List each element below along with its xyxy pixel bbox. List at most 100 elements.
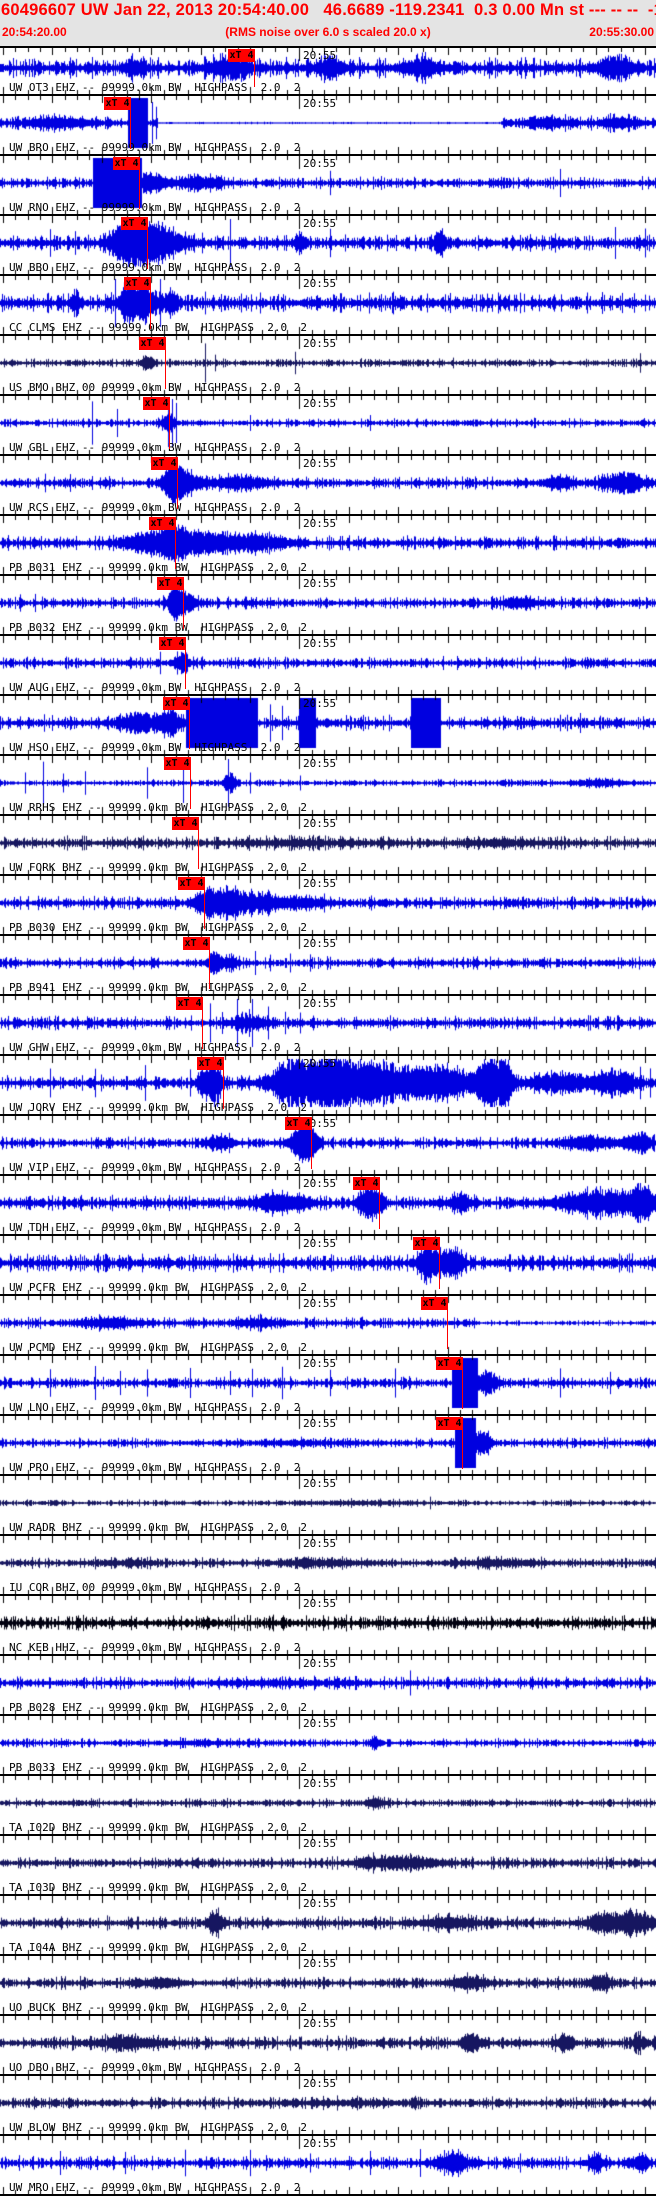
- window-start-time: 20:54:20.00: [2, 25, 67, 39]
- minute-tick-label: 20:55: [303, 1897, 337, 1910]
- pick-flag[interactable]: xT 4: [413, 1237, 440, 1250]
- waveform[interactable]: [0, 1536, 656, 1594]
- trace-row: 20:55 PB B941 EHZ -- 99999.0km BW HIGHPA…: [0, 936, 656, 996]
- pick-flag[interactable]: xT 4: [436, 1357, 463, 1370]
- seismogram-rows: 20:55 UW OT3 EHZ -- 99999.0km BW HIGHPAS…: [0, 46, 656, 2196]
- waveform[interactable]: [0, 2016, 656, 2074]
- pick-flag[interactable]: xT 4: [151, 457, 178, 470]
- minute-tick-label: 20:55: [303, 1657, 337, 1670]
- waveform[interactable]: [0, 456, 656, 514]
- waveform[interactable]: [0, 216, 656, 274]
- pick-flag[interactable]: xT 4: [285, 1117, 312, 1130]
- station-label: UW RRHS EHZ -- 99999.0km BW HIGHPASS 2.0…: [9, 801, 308, 814]
- waveform[interactable]: [0, 816, 656, 874]
- waveform[interactable]: [0, 1596, 656, 1654]
- station-label: UW RCS EHZ -- 99999.0km BW HIGHPASS 2.0 …: [9, 501, 301, 514]
- minute-tick-label: 20:55: [303, 217, 337, 230]
- waveform[interactable]: [0, 936, 656, 994]
- minute-tick-label: 20:55: [303, 1057, 337, 1070]
- minute-tick-label: 20:55: [303, 1297, 337, 1310]
- station-label: PB B941 EHZ -- 99999.0km BW HIGHPASS 2.0…: [9, 981, 308, 994]
- waveform[interactable]: [0, 1056, 656, 1114]
- waveform[interactable]: [0, 1716, 656, 1774]
- station-label: PB B032 EHZ -- 99999.0km BW HIGHPASS 2.0…: [9, 621, 308, 634]
- pick-flag[interactable]: xT 4: [149, 517, 176, 530]
- pick-flag[interactable]: xT 4: [157, 577, 184, 590]
- station-label: UW TDH EHZ -- 99999.0km BW HIGHPASS 2.0 …: [9, 1221, 301, 1234]
- pick-flag[interactable]: xT 4: [178, 877, 205, 890]
- station-label: UW BLOW BHZ -- 99999.0km BW HIGHPASS 2.0…: [9, 2121, 308, 2134]
- station-label: TA I03D BHZ -- 99999.0km BW HIGHPASS 2.0…: [9, 1881, 308, 1894]
- pick-flag[interactable]: xT 4: [353, 1177, 380, 1190]
- waveform[interactable]: [0, 1836, 656, 1894]
- pick-time-line: [183, 590, 184, 629]
- event-title: 60496607 UW Jan 22, 2013 20:54:40.00 46.…: [1, 1, 656, 19]
- pick-flag[interactable]: xT 4: [172, 817, 199, 830]
- waveform[interactable]: [0, 756, 656, 814]
- pick-time-line: [311, 1130, 312, 1169]
- minute-tick-label: 20:55: [303, 1597, 337, 1610]
- waveform[interactable]: [0, 1656, 656, 1714]
- trace-row: 20:55 IU COR BHZ 00 99999.0km BW HIGHPAS…: [0, 1536, 656, 1596]
- pick-flag[interactable]: xT 4: [421, 1297, 448, 1310]
- pick-flag[interactable]: xT 4: [121, 217, 148, 230]
- waveform[interactable]: [0, 336, 656, 394]
- waveform[interactable]: [0, 1956, 656, 2014]
- waveform[interactable]: [0, 1296, 656, 1354]
- pick-flag[interactable]: xT 4: [228, 49, 255, 62]
- waveform[interactable]: [0, 516, 656, 574]
- station-label: UW RADR BHZ -- 99999.0km BW HIGHPASS 2.0…: [9, 1521, 308, 1534]
- pick-flag[interactable]: xT 4: [124, 277, 151, 290]
- waveform[interactable]: [0, 876, 656, 934]
- pick-flag[interactable]: xT 4: [164, 757, 191, 770]
- pick-time-line: [379, 1190, 380, 1229]
- waveform[interactable]: [0, 2136, 656, 2194]
- pick-flag[interactable]: xT 4: [113, 157, 140, 170]
- waveform[interactable]: [0, 1776, 656, 1834]
- trace-row: 20:55 PB B032 EHZ -- 99999.0km BW HIGHPA…: [0, 576, 656, 636]
- pick-time-line: [462, 1370, 463, 1409]
- waveform[interactable]: [0, 1416, 656, 1474]
- minute-tick-label: 20:55: [303, 337, 337, 350]
- waveform[interactable]: [0, 696, 656, 754]
- pick-flag[interactable]: xT 4: [143, 397, 170, 410]
- pick-time-line: [202, 1010, 203, 1049]
- waveform[interactable]: [0, 1236, 656, 1294]
- waveform[interactable]: [0, 636, 656, 694]
- waveform[interactable]: [0, 1476, 656, 1534]
- trace-row: 20:55 UW JORV EHZ -- 99999.0km BW HIGHPA…: [0, 1056, 656, 1116]
- pick-flag[interactable]: xT 4: [436, 1417, 463, 1430]
- minute-tick-label: 20:55: [303, 397, 337, 410]
- station-label: UW JORV EHZ -- 99999.0km BW HIGHPASS 2.0…: [9, 1101, 308, 1114]
- waveform[interactable]: [0, 1176, 656, 1234]
- trace-row: 20:55 UW RRHS EHZ -- 99999.0km BW HIGHPA…: [0, 756, 656, 816]
- waveform[interactable]: [0, 156, 656, 214]
- waveform[interactable]: [0, 2076, 656, 2134]
- pick-flag[interactable]: xT 4: [159, 637, 186, 650]
- pick-flag[interactable]: xT 4: [183, 937, 210, 950]
- waveform[interactable]: [0, 1896, 656, 1954]
- minute-tick-label: 20:55: [303, 457, 337, 470]
- minute-tick-label: 20:55: [303, 49, 337, 62]
- trace-row: 20:55 NC KEB HHZ -- 99999.0km BW HIGHPAS…: [0, 1596, 656, 1656]
- pick-flag[interactable]: xT 4: [176, 997, 203, 1010]
- pick-flag[interactable]: xT 4: [104, 97, 131, 110]
- window-end-time: 20:55:30.00: [589, 25, 654, 39]
- station-label: UW BRO EHZ -- 99999.0km BW HIGHPASS 2.0 …: [9, 141, 301, 154]
- pick-flag[interactable]: xT 4: [197, 1057, 224, 1070]
- waveform[interactable]: [0, 396, 656, 454]
- time-axis-labels: 20:54:20.00 (RMS noise over 6.0 s scaled…: [0, 25, 656, 41]
- waveform[interactable]: [0, 996, 656, 1054]
- waveform[interactable]: [0, 576, 656, 634]
- waveform[interactable]: [0, 1356, 656, 1414]
- station-label: NC KEB HHZ -- 99999.0km BW HIGHPASS 2.0 …: [9, 1641, 301, 1654]
- trace-row: 20:55 PB B028 EHZ -- 99999.0km BW HIGHPA…: [0, 1656, 656, 1716]
- waveform[interactable]: [0, 48, 656, 94]
- waveform[interactable]: [0, 276, 656, 334]
- station-label: UO DBO BHZ -- 99999.0km BW HIGHPASS 2.0 …: [9, 2061, 301, 2074]
- pick-flag[interactable]: xT 4: [139, 337, 166, 350]
- waveform[interactable]: [0, 1116, 656, 1174]
- pick-time-line: [198, 830, 199, 869]
- pick-flag[interactable]: xT 4: [163, 697, 190, 710]
